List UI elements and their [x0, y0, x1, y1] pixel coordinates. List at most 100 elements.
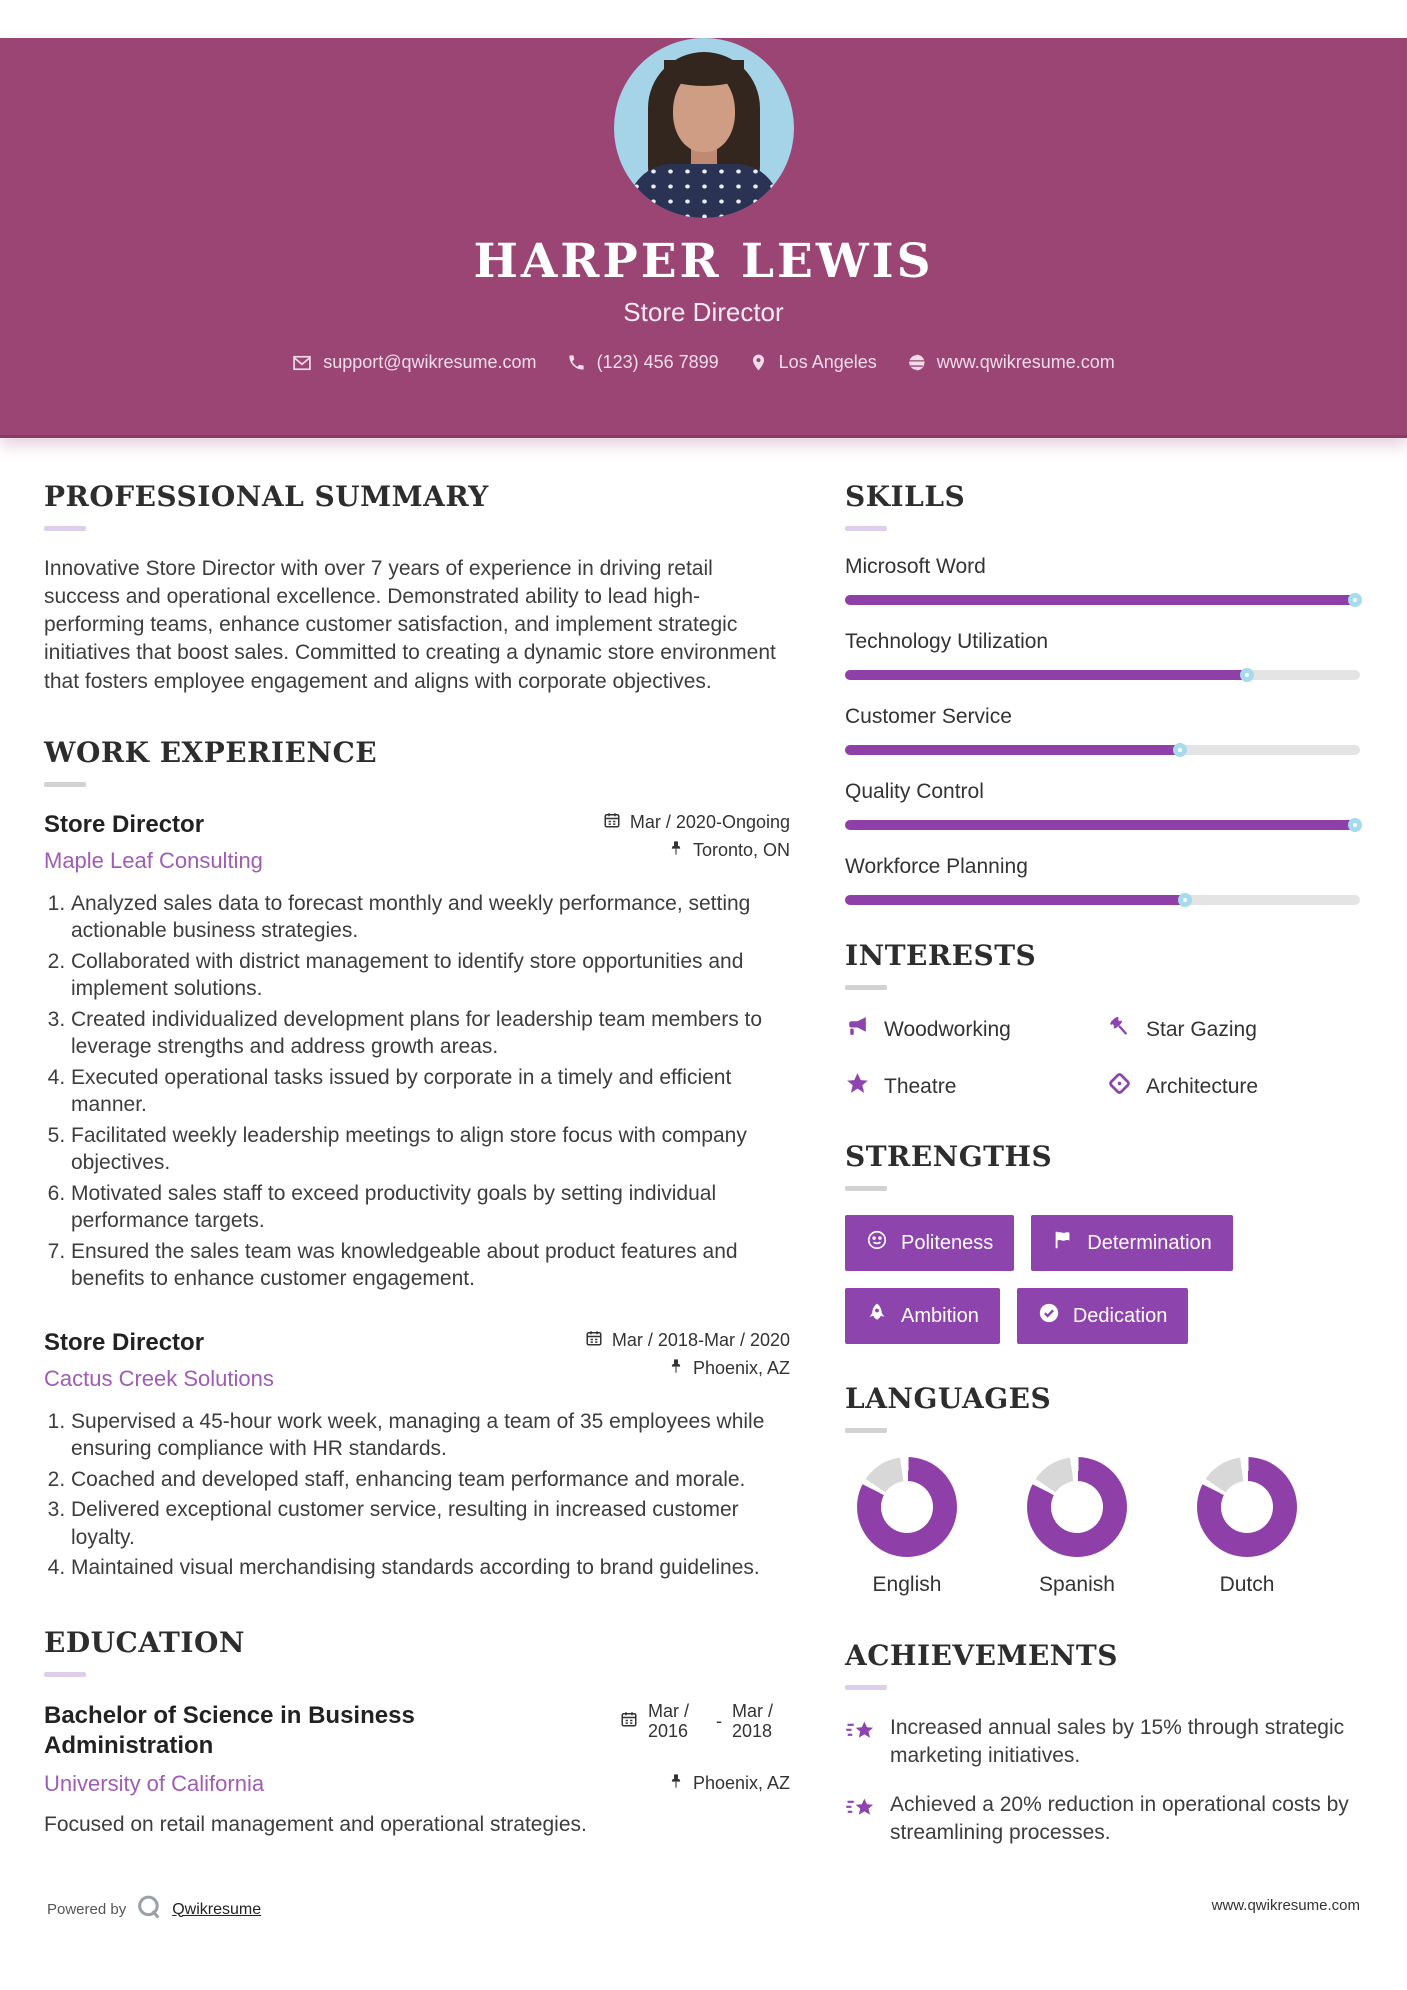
school-name: University of California	[44, 1770, 265, 1796]
strengths-heading: STRENGTHS	[845, 1140, 1053, 1173]
skill-item: Customer Service	[845, 705, 1360, 757]
contact-phone-text: (123) 456 7899	[596, 352, 719, 372]
skills-heading: SKILLS	[845, 480, 966, 513]
language-label: Spanish	[1039, 1573, 1115, 1596]
photo-shirt	[627, 164, 780, 218]
interest-item: Woodworking	[845, 1014, 1107, 1045]
job-entry: Store Director Mar / 2020-Ongoing Maple …	[44, 811, 790, 1293]
location-icon	[749, 353, 768, 372]
contact-email[interactable]: support@qwikresume.com	[292, 352, 537, 373]
job-bullet: Coached and developed staff, enhancing t…	[71, 1466, 790, 1494]
language-item: Spanish	[1027, 1457, 1127, 1597]
strengths-row: Politeness Determination	[845, 1215, 1360, 1271]
skill-slider-handle[interactable]	[1172, 743, 1187, 757]
skill-slider-fill	[845, 820, 1360, 830]
interest-label: Theatre	[884, 1074, 957, 1098]
summary-heading: PROFESSIONAL SUMMARY	[44, 480, 489, 513]
languages-heading: LANGUAGES	[845, 1382, 1052, 1415]
skill-slider	[845, 593, 1362, 607]
qwikresume-logo-icon	[135, 1893, 163, 1926]
job-date-text: Mar / 2018-Mar / 2020	[611, 1329, 790, 1350]
job-bullet: Analyzed sales data to forecast monthly …	[71, 890, 790, 945]
interest-item: Theatre	[845, 1071, 1107, 1102]
strength-ambition-button[interactable]: Ambition	[845, 1288, 1000, 1344]
language-label: Dutch	[1219, 1573, 1275, 1596]
phone-icon	[567, 353, 586, 372]
left-column: PROFESSIONAL SUMMARY Innovative Store Di…	[44, 480, 790, 1869]
calendar-icon	[603, 811, 621, 834]
education-entry: Bachelor of Science in Business Administ…	[44, 1701, 790, 1837]
job-title: Store Director	[44, 810, 205, 838]
star-icon	[845, 1071, 870, 1102]
job-bullet: Maintained visual merchandising standard…	[71, 1554, 790, 1582]
contact-location: Los Angeles	[749, 352, 877, 373]
strength-politeness-button[interactable]: Politeness	[845, 1215, 1015, 1271]
job-date: Mar / 2020-Ongoing	[603, 811, 790, 834]
smiley-icon	[866, 1229, 888, 1257]
tag-icon	[1107, 1071, 1132, 1102]
strength-dedication-button[interactable]: Dedication	[1016, 1288, 1189, 1344]
achievements-heading: ACHIEVEMENTS	[845, 1639, 1118, 1672]
skill-label: Customer Service	[845, 705, 1012, 728]
education-date-end: Mar / 2018	[732, 1700, 774, 1742]
degree-title: Bachelor of Science in Business Administ…	[44, 1701, 415, 1759]
shooting-star-icon	[845, 1714, 875, 1769]
contact-email-text: support@qwikresume.com	[323, 352, 537, 372]
language-donut-chart	[1197, 1457, 1297, 1557]
right-column: SKILLS Microsoft Word Technology Utiliza…	[845, 480, 1362, 1869]
interest-item: Architecture	[1107, 1071, 1360, 1102]
job-date: Mar / 2018-Mar / 2020	[585, 1329, 790, 1352]
experience-rule	[44, 781, 86, 787]
skill-label: Technology Utilization	[845, 630, 1049, 653]
calendar-icon	[620, 1710, 638, 1733]
qwikresume-brand-link[interactable]: Qwikresume	[172, 1900, 262, 1918]
education-note: Focused on retail management and operati…	[44, 1812, 587, 1836]
footer-website-link[interactable]: www.qwikresume.com	[1211, 1897, 1360, 1914]
flag-icon	[1052, 1229, 1074, 1257]
skill-slider-handle[interactable]	[1239, 668, 1254, 682]
skill-slider-handle[interactable]	[1347, 818, 1362, 832]
language-donut-chart	[857, 1457, 957, 1557]
strengths-rule	[845, 1186, 887, 1191]
check-icon	[1038, 1302, 1060, 1330]
powered-by-label: Powered by	[47, 1901, 127, 1918]
skill-item: Quality Control	[845, 780, 1362, 832]
job-bullet: Supervised a 45-hour work week, managing…	[71, 1408, 790, 1463]
job-bullet: Motivated sales staff to exceed producti…	[71, 1180, 790, 1235]
pushpin-icon	[668, 839, 684, 862]
education-dates: Mar / 2016 - Mar / 2018	[620, 1701, 790, 1742]
job-bullet: Executed operational tasks issued by cor…	[71, 1064, 790, 1119]
job-date-text: Mar / 2020-Ongoing	[629, 811, 790, 832]
skill-slider	[845, 668, 1360, 682]
contact-location-text: Los Angeles	[778, 352, 877, 372]
skill-slider-handle[interactable]	[1347, 593, 1362, 607]
education-rule	[44, 1671, 86, 1677]
interest-label: Woodworking	[884, 1017, 1011, 1041]
experience-heading: WORK EXPERIENCE	[44, 735, 378, 769]
strength-label: Ambition	[901, 1304, 979, 1327]
job-title: Store Director	[44, 1328, 205, 1356]
job-entry: Store Director Mar / 2018-Mar / 2020 Cac…	[44, 1329, 790, 1582]
email-icon	[292, 353, 312, 373]
strength-label: Determination	[1087, 1231, 1212, 1254]
job-bullet: Delivered exceptional customer service, …	[71, 1496, 790, 1551]
summary-rule	[44, 526, 86, 531]
strength-determination-button[interactable]: Determination	[1031, 1215, 1233, 1271]
skill-label: Quality Control	[845, 780, 984, 803]
main-content: PROFESSIONAL SUMMARY Innovative Store Di…	[0, 438, 1407, 1869]
contact-website[interactable]: www.qwikresume.com	[907, 352, 1115, 373]
megaphone-icon	[845, 1014, 870, 1045]
interest-item: Star Gazing	[1107, 1014, 1360, 1045]
gavel-icon	[1107, 1014, 1132, 1045]
skill-slider-fill	[845, 745, 1180, 755]
contact-website-text: www.qwikresume.com	[936, 352, 1115, 372]
education-date-separator: -	[716, 1710, 722, 1731]
job-location: Toronto, ON	[668, 839, 790, 862]
achievement-text: Achieved a 20% reduction in operational …	[890, 1793, 1349, 1845]
job-bullet-list: Supervised a 45-hour work week, managing…	[44, 1408, 790, 1582]
achievement-text: Increased annual sales by 15% through st…	[890, 1716, 1345, 1767]
skill-slider-fill	[845, 595, 1360, 605]
skill-slider-handle[interactable]	[1177, 893, 1192, 907]
strengths-row: Ambition Dedication	[845, 1288, 1360, 1344]
